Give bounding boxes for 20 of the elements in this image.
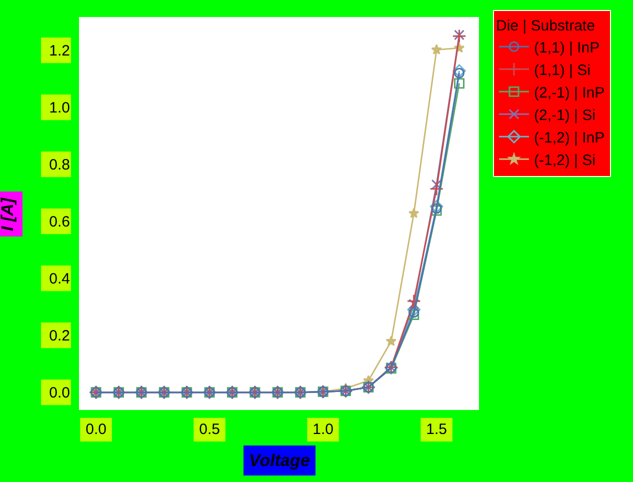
- y-tick-label: 0.4: [49, 270, 70, 288]
- x-tick-label: 0.0: [86, 421, 106, 438]
- legend-label: (2,-1) | Si: [534, 107, 596, 124]
- y-tick-label: 1.2: [49, 42, 70, 60]
- legend-title: Die | Substrate: [496, 17, 595, 34]
- x-axis-title: Voltage: [249, 451, 310, 470]
- legend-label: (1,1) | InP: [534, 40, 600, 57]
- legend-label: (2,-1) | InP: [534, 84, 605, 102]
- y-tick-label: 0.2: [49, 328, 70, 345]
- x-tick-label: 1.5: [426, 421, 447, 438]
- y-axis-title: I [A]: [0, 196, 17, 231]
- legend-label: (-1,2) | Si: [534, 152, 596, 170]
- y-tick-label: 0.8: [49, 156, 70, 174]
- y-tick-label: 0.0: [49, 384, 70, 402]
- legend-label: (-1,2) | InP: [534, 130, 605, 147]
- y-tick-label: 0.6: [49, 214, 70, 231]
- y-tick-label: 1.0: [49, 100, 70, 117]
- x-tick-label: 1.0: [312, 421, 334, 438]
- x-tick-label: 0.5: [199, 421, 220, 438]
- legend-label: (1,1) | Si: [534, 62, 590, 80]
